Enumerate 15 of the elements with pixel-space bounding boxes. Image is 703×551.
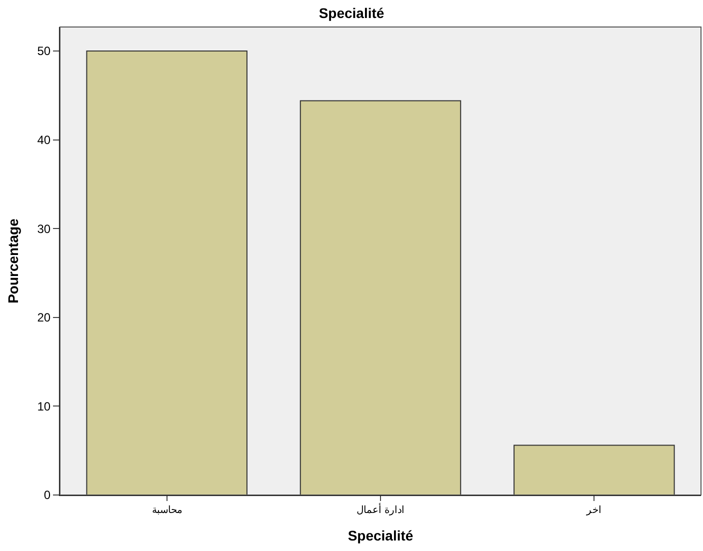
bar [514,444,675,495]
y-tick-label: 20 [37,310,51,325]
y-tick-label: 0 [44,488,51,502]
chart-title: Specialité [318,5,384,22]
bar [86,50,248,495]
y-tick-label: 50 [37,44,51,58]
y-tick-label: 40 [37,132,51,147]
y-tick-label: 30 [37,222,51,236]
bar [300,100,462,495]
y-tick-label: 10 [37,399,51,414]
y-axis-title: Pourcentage [4,218,21,304]
x-axis-title: Specialité [348,527,414,544]
x-tick-label: اخر [586,505,602,516]
x-tick-label: محاسبة [152,505,182,516]
x-tick-label: ادارة أعمال [356,503,404,516]
